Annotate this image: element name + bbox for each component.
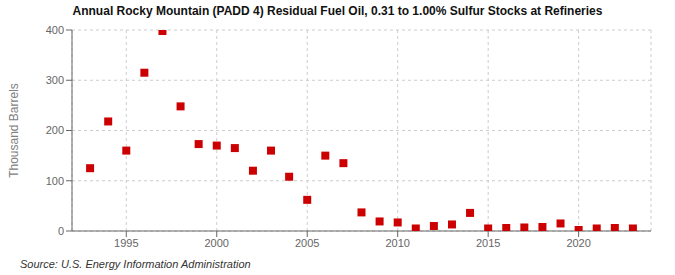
html-text:Source: U.S. Energy Informatio: Source: U.S. Energy Information Administ… [20, 258, 251, 270]
svg-text:100: 100 [46, 175, 64, 187]
svg-text:2015: 2015 [476, 237, 500, 249]
svg-text:300: 300 [46, 74, 64, 86]
svg-text:0: 0 [58, 225, 64, 237]
svg-text:2020: 2020 [566, 237, 590, 249]
svg-text:200: 200 [46, 124, 64, 136]
svg-text:2010: 2010 [385, 237, 409, 249]
html-text:Annual Rocky Mountain (PADD 4): Annual Rocky Mountain (PADD 4) Residual … [72, 4, 603, 18]
svg-text:2005: 2005 [295, 237, 319, 249]
svg-text:2000: 2000 [205, 237, 229, 249]
svg-text:1995: 1995 [114, 237, 138, 249]
svg-text:400: 400 [46, 24, 64, 36]
svg-text:Thousand Barrels: Thousand Barrels [8, 83, 21, 178]
